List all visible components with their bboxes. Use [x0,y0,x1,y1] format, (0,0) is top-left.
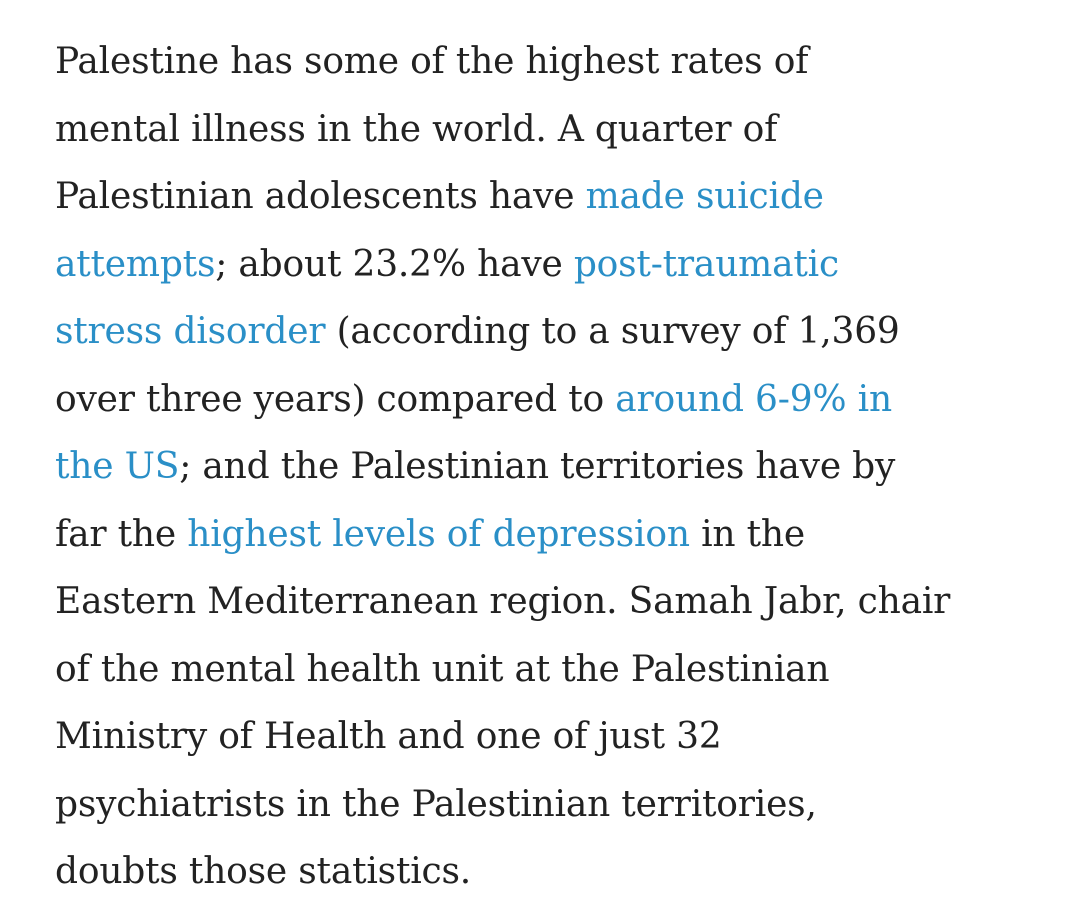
text-segment: of the mental health unit at the Palesti… [55,648,830,690]
text-line: psychiatrists in the Palestinian territo… [55,771,1055,839]
link-suicide-attempts[interactable]: attempts [55,243,216,285]
text-segment: (according to a survey of 1,369 [325,311,900,352]
link-ptsd[interactable]: stress disorder [55,311,326,352]
text-line: far the highest levels of depression in … [55,501,1055,569]
text-line: Eastern Mediterranean region. Samah Jabr… [55,568,1055,636]
text-segment: Ministry of Health and one of just 32 [55,716,722,757]
text-line: the US; and the Palestinian territories … [55,433,1055,501]
text-segment: ; and the Palestinian territories have b… [179,446,896,487]
text-segment: mental illness in the world. A quarter o… [55,108,778,150]
text-line: of the mental health unit at the Palesti… [55,636,1055,704]
text-line: Ministry of Health and one of just 32 [55,703,1055,771]
text-segment: psychiatrists in the Palestinian territo… [55,783,817,825]
link-ptsd[interactable]: post-traumatic [573,243,839,285]
text-line: Palestine has some of the highest rates … [55,28,1055,96]
article-body: Palestine has some of the highest rates … [55,28,1055,906]
text-segment: Palestine has some of the highest rates … [55,41,809,82]
link-us-ptsd-rate[interactable]: the US [55,446,180,487]
link-suicide-attempts[interactable]: made suicide [585,176,824,217]
text-line: mental illness in the world. A quarter o… [55,96,1055,164]
link-depression-levels[interactable]: highest levels of depression [187,513,690,555]
text-segment: Eastern Mediterranean region. Samah Jabr… [55,581,951,622]
text-segment: ; about 23.2% have [215,243,574,285]
text-line: stress disorder (according to a survey o… [55,298,1055,366]
article-paragraph: Palestine has some of the highest rates … [55,28,1055,906]
text-segment: far the [55,513,188,555]
text-line: attempts; about 23.2% have post-traumati… [55,231,1055,299]
text-segment: Palestinian adolescents have [55,176,586,217]
text-line: Palestinian adolescents have made suicid… [55,163,1055,231]
text-line: doubts those statistics. [55,838,1055,906]
text-segment: over three years) compared to [55,378,616,420]
link-us-ptsd-rate[interactable]: around 6-9% in [615,378,892,420]
text-segment: doubts those statistics. [55,851,472,892]
text-line: over three years) compared to around 6-9… [55,366,1055,434]
text-segment: in the [689,513,805,555]
